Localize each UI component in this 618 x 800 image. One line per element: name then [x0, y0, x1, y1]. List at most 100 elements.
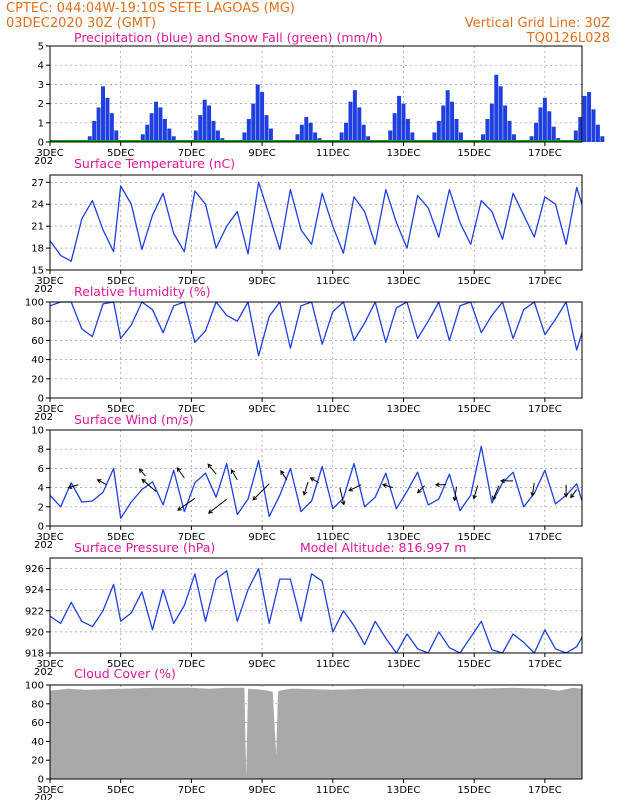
- precip-bar: [92, 120, 97, 142]
- pressure-series-line: [49, 567, 583, 654]
- wind-arrow: [302, 481, 309, 496]
- precip-xtick-label: 7DEC: [178, 148, 205, 159]
- precip-bar: [511, 134, 516, 142]
- precip-bar: [494, 74, 499, 142]
- precip-bar: [339, 132, 344, 142]
- precip-bar: [101, 86, 106, 142]
- pressure-panel: 918 920 922 924 926 3DEC 5DEC 7DEC 9DEC 11DEC 13DE…: [25, 557, 583, 678]
- precip-bar: [489, 103, 494, 142]
- humidity-panel: 0 20 40 60 80 100 3DEC 5DEC 7DEC 9DEC 11DEC 13DEC 15…: [25, 298, 583, 423]
- temperature-xtick-label: 13DEC: [387, 276, 421, 287]
- precip-panel: 0 1 2 3 4 5 3DEC 5DEC 7DEC 9DEC 11DEC 13DEC 15DEC 17D…: [34, 42, 605, 167]
- precip-ytick-label: 0: [38, 138, 44, 149]
- temperature-xtick-label: 11DEC: [316, 276, 350, 287]
- precip-bar: [308, 122, 313, 142]
- precip-bar: [251, 103, 256, 142]
- temperature-frame: [49, 174, 583, 271]
- precip-bar: [450, 101, 455, 142]
- pressure-title: Surface Pressure (hPa): [74, 540, 215, 555]
- pressure-xtick-label: 5DEC: [107, 659, 134, 670]
- wind-arrow: [381, 483, 394, 489]
- humidity-xtick-label: 11DEC: [316, 404, 350, 415]
- wind-arrow: [176, 467, 185, 479]
- wind-arrow: [96, 479, 107, 486]
- temperature-series-line: [49, 181, 583, 262]
- wind-year-label: 202: [34, 540, 53, 551]
- wind-arrow: [492, 485, 500, 501]
- precip-bar: [503, 105, 508, 142]
- precip-bar: [458, 132, 463, 142]
- temperature-ytick-label: 18: [31, 244, 44, 255]
- panels: 0 1 2 3 4 5 3DEC 5DEC 7DEC 9DEC 11DEC 13DEC 15DEC 17D…: [25, 42, 605, 800]
- precip-xtick-label: 15DEC: [457, 148, 491, 159]
- wind-ytick-label: 10: [31, 426, 44, 437]
- temperature-xtick-label: 3DEC: [36, 276, 63, 287]
- cloud-year-label: 202: [34, 793, 53, 800]
- cloud-xtick-label: 3DEC: [36, 785, 63, 796]
- temperature-xtick-label: 5DEC: [107, 276, 134, 287]
- precip-bar: [397, 95, 402, 142]
- temperature-ytick-label: 15: [31, 266, 44, 277]
- pressure-ytick-label: 918: [25, 649, 44, 660]
- humidity-xtick-label: 5DEC: [107, 404, 134, 415]
- precip-bar: [578, 117, 583, 142]
- precip-bar: [436, 120, 441, 142]
- precip-xtick-label: 13DEC: [387, 148, 421, 159]
- humidity-series-line: [49, 301, 583, 357]
- pressure-xtick-label: 3DEC: [36, 659, 63, 670]
- wind-arrow: [207, 463, 217, 475]
- wind-arrow: [280, 470, 288, 481]
- wind-arrow: [309, 477, 319, 484]
- wind-xtick-label: 9DEC: [248, 532, 275, 543]
- precip-bar: [268, 128, 273, 142]
- precip-bar: [582, 95, 587, 142]
- precip-bar: [299, 124, 304, 142]
- precip-bar: [348, 101, 353, 142]
- temperature-xtick-label: 7DEC: [178, 276, 205, 287]
- wind-arrow: [207, 498, 228, 514]
- precip-bar: [547, 111, 552, 142]
- precip-bar: [366, 136, 371, 142]
- temperature-year-label: 202: [34, 284, 53, 295]
- precip-bar: [260, 92, 265, 142]
- precip-bar: [114, 130, 119, 142]
- precip-bar: [485, 118, 490, 142]
- precip-bar: [313, 132, 318, 142]
- precip-bar: [498, 86, 503, 142]
- precip-bar: [193, 130, 198, 142]
- wind-arrow: [500, 478, 514, 484]
- cloud-frame: [49, 684, 583, 780]
- precip-bar: [445, 90, 450, 142]
- precip-bar: [96, 107, 101, 142]
- precip-bar: [392, 113, 397, 142]
- wind-ytick-label: 6: [38, 464, 44, 475]
- precip-bar: [405, 118, 410, 142]
- humidity-ytick-label: 60: [31, 336, 44, 347]
- grid-line-header: Vertical Grid Line: 30Z: [465, 16, 610, 31]
- temperature-xtick-label: 9DEC: [248, 276, 275, 287]
- pressure-ytick-label: 924: [25, 585, 44, 596]
- pressure-ytick-label: 920: [25, 627, 44, 638]
- precip-year-label: 202: [34, 156, 53, 167]
- humidity-xtick-label: 7DEC: [178, 404, 205, 415]
- cloud-xtick-label: 5DEC: [107, 785, 134, 796]
- precip-bar: [600, 136, 605, 142]
- wind-xtick-label: 15DEC: [457, 532, 491, 543]
- wind-frame: [49, 429, 583, 527]
- pressure-year-label: 202: [34, 667, 53, 678]
- cloud-xtick-label: 17DEC: [528, 785, 562, 796]
- precip-bar: [481, 134, 486, 142]
- pressure-xtick-label: 11DEC: [316, 659, 350, 670]
- precip-bar: [215, 130, 220, 142]
- temperature-xtick-label: 15DEC: [457, 276, 491, 287]
- precip-bar: [587, 92, 592, 142]
- precip-bar: [591, 109, 596, 142]
- wind-arrow: [138, 468, 146, 477]
- pressure-frame: [49, 557, 583, 654]
- precip-bar: [595, 124, 600, 142]
- precip-bar: [304, 117, 309, 142]
- precip-bar: [551, 126, 556, 142]
- wind-arrow: [339, 487, 346, 506]
- precip-bar: [344, 122, 349, 142]
